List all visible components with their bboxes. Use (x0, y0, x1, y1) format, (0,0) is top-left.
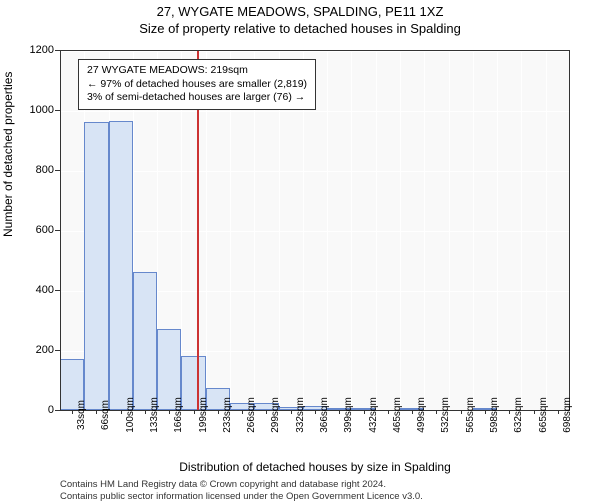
x-tick-mark (242, 410, 243, 414)
x-tick-label: 698sqm (562, 397, 573, 433)
x-tick-mark (194, 410, 195, 414)
y-axis: 020040060080010001200 (0, 50, 60, 410)
x-tick-label: 199sqm (198, 397, 209, 433)
x-tick-label: 266sqm (246, 397, 257, 433)
gridline-v (400, 51, 401, 410)
annotation-line2: ← 97% of detached houses are smaller (2,… (87, 78, 307, 92)
histogram-bar (84, 122, 108, 410)
y-tick-label: 1000 (4, 104, 54, 116)
y-tick-label: 0 (4, 404, 54, 416)
copyright-line2: Contains public sector information licen… (60, 491, 423, 502)
x-tick-label: 665sqm (538, 397, 549, 433)
annotation-box: 27 WYGATE MEADOWS: 219sqm ← 97% of detac… (78, 59, 316, 110)
x-tick-mark (436, 410, 437, 414)
y-tick-mark (55, 170, 60, 171)
x-tick-mark (364, 410, 365, 414)
x-tick-mark (169, 410, 170, 414)
x-tick-label: 66sqm (100, 400, 111, 430)
x-tick-mark (485, 410, 486, 414)
x-tick-mark (461, 410, 462, 414)
y-tick-mark (55, 50, 60, 51)
x-tick-mark (509, 410, 510, 414)
x-tick-mark (96, 410, 97, 414)
x-tick-mark (121, 410, 122, 414)
x-tick-label: 499sqm (416, 397, 427, 433)
gridline-h (60, 171, 569, 172)
y-tick-mark (55, 230, 60, 231)
x-tick-label: 399sqm (343, 397, 354, 433)
annotation-line1: 27 WYGATE MEADOWS: 219sqm (87, 64, 307, 78)
x-tick-mark (145, 410, 146, 414)
histogram-bar (109, 121, 133, 411)
x-tick-mark (534, 410, 535, 414)
x-tick-label: 332sqm (295, 397, 306, 433)
y-tick-mark (55, 350, 60, 351)
x-tick-label: 432sqm (368, 397, 379, 433)
y-tick-label: 800 (4, 164, 54, 176)
gridline-v (449, 51, 450, 410)
x-tick-label: 100sqm (125, 397, 136, 433)
x-tick-label: 166sqm (173, 397, 184, 433)
gridline-v (473, 51, 474, 410)
y-tick-mark (55, 110, 60, 111)
gridline-v (546, 51, 547, 410)
x-tick-label: 366sqm (319, 397, 330, 433)
x-tick-label: 632sqm (513, 397, 524, 433)
gridline-v (327, 51, 328, 410)
y-tick-label: 200 (4, 344, 54, 356)
y-tick-mark (55, 290, 60, 291)
gridline-h (60, 51, 569, 52)
x-tick-label: 565sqm (465, 397, 476, 433)
x-tick-label: 33sqm (76, 400, 87, 430)
x-tick-mark (218, 410, 219, 414)
y-tick-label: 600 (4, 224, 54, 236)
x-tick-mark (339, 410, 340, 414)
x-tick-mark (315, 410, 316, 414)
chart-title: 27, WYGATE MEADOWS, SPALDING, PE11 1XZ (0, 4, 600, 19)
x-tick-mark (388, 410, 389, 414)
chart-plot-area: 27 WYGATE MEADOWS: 219sqm ← 97% of detac… (60, 50, 570, 410)
gridline-v (376, 51, 377, 410)
x-tick-mark (266, 410, 267, 414)
x-tick-mark (72, 410, 73, 414)
histogram-bar (133, 272, 157, 410)
gridline-v (497, 51, 498, 410)
gridline-v (424, 51, 425, 410)
x-tick-mark (558, 410, 559, 414)
y-tick-label: 1200 (4, 44, 54, 56)
x-axis: Distribution of detached houses by size … (60, 410, 570, 470)
y-tick-label: 400 (4, 284, 54, 296)
x-tick-label: 299sqm (270, 397, 281, 433)
x-tick-label: 233sqm (222, 397, 233, 433)
gridline-h (60, 231, 569, 232)
x-tick-label: 532sqm (440, 397, 451, 433)
x-tick-label: 465sqm (392, 397, 403, 433)
annotation-line3: 3% of semi-detached houses are larger (7… (87, 91, 307, 105)
x-tick-mark (412, 410, 413, 414)
x-tick-label: 598sqm (489, 397, 500, 433)
copyright-text: Contains HM Land Registry data © Crown c… (60, 479, 423, 502)
x-axis-label: Distribution of detached houses by size … (60, 460, 570, 474)
gridline-h (60, 111, 569, 112)
x-tick-label: 133sqm (149, 397, 160, 433)
chart-subtitle: Size of property relative to detached ho… (0, 21, 600, 36)
y-axis-line (60, 50, 61, 410)
copyright-line1: Contains HM Land Registry data © Crown c… (60, 479, 423, 490)
gridline-v (351, 51, 352, 410)
x-tick-mark (291, 410, 292, 414)
gridline-v (521, 51, 522, 410)
